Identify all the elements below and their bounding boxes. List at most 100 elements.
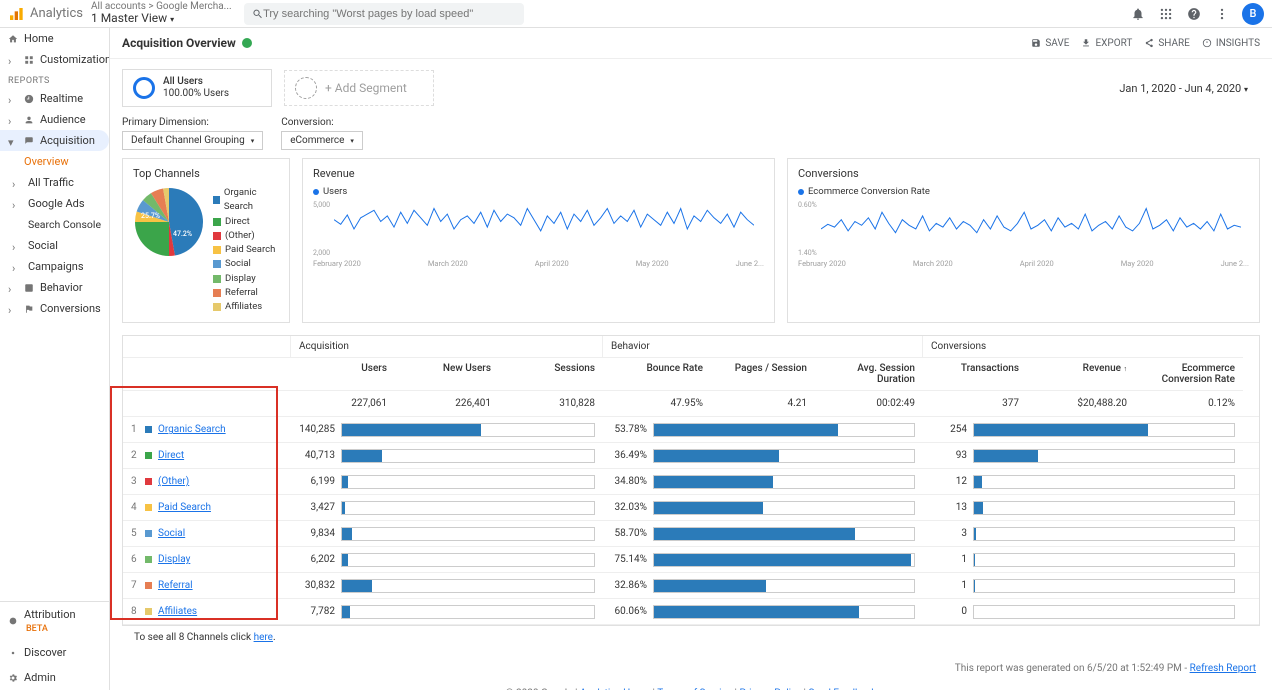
gear-icon <box>8 673 18 683</box>
top-bar: Analytics All accounts > Google Mercha..… <box>0 0 1272 28</box>
legend-item[interactable]: Direct <box>213 215 279 229</box>
view-name: 1 Master View ▾ <box>91 12 232 25</box>
trans-bar-cell: 0 <box>923 605 1243 619</box>
chevron-right-icon: › <box>8 304 18 314</box>
sidebar-item-behavior[interactable]: ›Behavior <box>0 277 109 298</box>
notifications-icon[interactable] <box>1128 4 1148 24</box>
refresh-report-link[interactable]: Refresh Report <box>1190 663 1256 674</box>
account-selector[interactable]: All accounts > Google Mercha... 1 Master… <box>91 1 232 25</box>
segment-all-users[interactable]: All Users100.00% Users <box>122 69 272 107</box>
bounce-bar-cell: 53.78% <box>603 423 923 437</box>
more-icon[interactable] <box>1212 4 1232 24</box>
col-trans[interactable]: Transactions <box>923 358 1027 391</box>
channel-link[interactable]: Affiliates <box>158 606 197 617</box>
acquisition-icon <box>24 136 34 146</box>
insights-icon <box>1202 38 1212 48</box>
group-behavior: Behavior <box>603 336 923 358</box>
legend-item[interactable]: Affiliates <box>213 300 279 314</box>
channel-cell: 8Affiliates <box>123 606 291 617</box>
legend-item[interactable]: Display <box>213 272 279 286</box>
top-channels-card: Top Channels 47.2%25.7% Organic SearchDi… <box>122 158 290 323</box>
channel-link[interactable]: Paid Search <box>158 502 211 513</box>
legend-item[interactable]: Organic Search <box>213 186 279 215</box>
sidebar-item-realtime[interactable]: ›Realtime <box>0 88 109 109</box>
users-bar-cell: 3,427 <box>291 501 603 515</box>
channel-link[interactable]: Display <box>158 554 190 565</box>
sidebar-item-search-console[interactable]: Search Console <box>0 214 109 235</box>
dot-icon <box>313 189 319 195</box>
sidebar-item-google-ads[interactable]: ›Google Ads <box>0 193 109 214</box>
channel-cell: 1Organic Search <box>123 424 291 435</box>
help-icon[interactable] <box>1184 4 1204 24</box>
channel-link[interactable]: Organic Search <box>158 424 226 435</box>
cards-row: Top Channels 47.2%25.7% Organic SearchDi… <box>110 158 1272 335</box>
bounce-bar-cell: 60.06% <box>603 605 923 619</box>
channel-cell: 5Social <box>123 528 291 539</box>
sidebar-item-social[interactable]: ›Social <box>0 235 109 256</box>
sidebar-item-campaigns[interactable]: ›Campaigns <box>0 256 109 277</box>
sidebar-item-attribution[interactable]: AttributionBETA <box>0 602 109 640</box>
sidebar-item-conversions[interactable]: ›Conversions <box>0 298 109 319</box>
sidebar-item-discover[interactable]: Discover <box>0 640 109 665</box>
channel-link[interactable]: (Other) <box>158 476 189 487</box>
channel-link[interactable]: Direct <box>158 450 184 461</box>
share-button[interactable]: SHARE <box>1144 38 1190 49</box>
users-bar-cell: 6,199 <box>291 475 603 489</box>
col-avg[interactable]: Avg. Session Duration <box>815 358 923 391</box>
channel-link[interactable]: Referral <box>158 580 193 591</box>
color-swatch <box>145 556 152 563</box>
add-segment-button[interactable]: + Add Segment <box>284 70 434 106</box>
primary-dimension-dropdown[interactable]: Default Channel Grouping▾ <box>122 131 263 150</box>
sidebar-item-admin[interactable]: Admin <box>0 665 109 690</box>
col-pages[interactable]: Pages / Session <box>711 358 815 391</box>
col-new-users[interactable]: New Users <box>395 358 499 391</box>
chevron-right-icon: › <box>8 55 18 65</box>
legend-item[interactable]: Paid Search <box>213 243 279 257</box>
trans-bar-cell: 93 <box>923 449 1243 463</box>
search-box[interactable] <box>244 3 524 25</box>
sidebar-item-home[interactable]: Home <box>0 28 109 49</box>
legend-item[interactable]: Social <box>213 257 279 271</box>
channel-link[interactable]: Social <box>158 528 185 539</box>
flag-icon <box>24 304 34 314</box>
sidebar-item-overview[interactable]: Overview <box>0 151 109 172</box>
bounce-bar-cell: 75.14% <box>603 553 923 567</box>
col-sessions[interactable]: Sessions <box>499 358 603 391</box>
column-groups: Acquisition Behavior Conversions <box>123 336 1259 358</box>
sidebar-item-all-traffic[interactable]: ›All Traffic <box>0 172 109 193</box>
col-users[interactable]: Users <box>291 358 395 391</box>
main-content: Acquisition Overview SAVE EXPORT SHARE I… <box>110 28 1272 690</box>
export-button[interactable]: EXPORT <box>1081 38 1132 49</box>
sidebar-item-customization[interactable]: ›Customization <box>0 49 109 70</box>
legend-item[interactable]: (Other) <box>213 229 279 243</box>
legend-item[interactable]: Referral <box>213 286 279 300</box>
table-row: 4Paid Search3,42732.03%13 <box>123 495 1259 521</box>
col-bounce[interactable]: Bounce Rate <box>603 358 711 391</box>
analytics-logo-icon <box>8 6 24 22</box>
behavior-icon <box>24 283 34 293</box>
chevron-right-icon: › <box>12 178 22 188</box>
attribution-icon <box>8 616 18 626</box>
sidebar-item-acquisition[interactable]: ▾Acquisition <box>0 130 109 151</box>
col-rev[interactable]: Revenue ↑ <box>1027 358 1135 391</box>
see-all-link[interactable]: here <box>254 632 273 643</box>
table-row: 2Direct40,71336.49%93 <box>123 443 1259 469</box>
primary-dimension-label: Primary Dimension: <box>122 117 263 128</box>
home-icon <box>8 34 18 44</box>
avatar[interactable]: B <box>1242 3 1264 25</box>
table-row: 1Organic Search140,28553.78%254 <box>123 417 1259 443</box>
insights-button[interactable]: INSIGHTS <box>1202 38 1260 49</box>
conversion-dropdown[interactable]: eCommerce▾ <box>281 131 363 150</box>
verified-icon <box>242 38 252 48</box>
chevron-right-icon: › <box>12 262 22 272</box>
card-title: Top Channels <box>133 167 279 180</box>
apps-icon[interactable] <box>1156 4 1176 24</box>
conversions-card: Conversions Ecommerce Conversion Rate 0.… <box>787 158 1260 323</box>
color-swatch <box>213 196 220 204</box>
sidebar-item-audience[interactable]: ›Audience <box>0 109 109 130</box>
search-input[interactable] <box>263 8 516 20</box>
save-button[interactable]: SAVE <box>1031 38 1069 49</box>
segments-row: All Users100.00% Users + Add Segment Jan… <box>110 59 1272 117</box>
col-ecr[interactable]: Ecommerce Conversion Rate <box>1135 358 1243 391</box>
date-range-picker[interactable]: Jan 1, 2020 - Jun 4, 2020 ▾ <box>1119 82 1260 95</box>
